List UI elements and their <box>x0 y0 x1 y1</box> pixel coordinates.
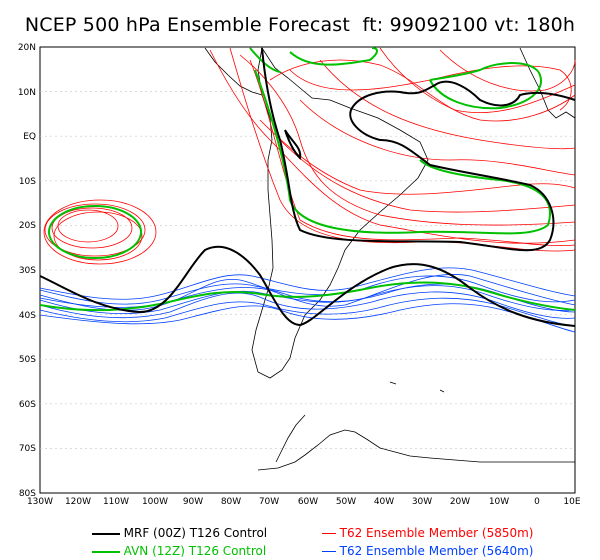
lat-label: 70S <box>19 444 36 454</box>
legend-avn: AVN (12Z) T126 Control <box>84 530 266 558</box>
legend-mrf: MRF (00Z) T126 Control <box>84 512 267 540</box>
lon-label: 30W <box>412 497 432 507</box>
legend-mrf-swatch <box>91 532 120 535</box>
red-contour <box>379 47 576 114</box>
lat-label: 50S <box>19 355 36 365</box>
red-cyclone-cell <box>43 199 157 265</box>
lon-label: 50W <box>336 497 356 507</box>
lat-label: 60S <box>19 400 36 410</box>
green-contour <box>429 62 542 110</box>
blue-contour <box>39 285 576 315</box>
latitude-labels: 20N 10N EQ 10S 20S 30S 40S 50S 60S 70S 8… <box>18 43 36 499</box>
lon-label: 60W <box>298 497 318 507</box>
legend-blue-swatch <box>321 551 336 552</box>
blue-contour <box>39 274 576 311</box>
lat-label: 80S <box>19 489 36 499</box>
green-avn-control <box>39 47 576 312</box>
red-contour <box>439 49 576 92</box>
peninsula-coast <box>275 414 306 463</box>
lon-label: 10E <box>563 497 580 507</box>
lat-label: 40S <box>19 311 36 321</box>
grid-lines <box>40 91 575 449</box>
legend-red-swatch <box>321 533 336 534</box>
black-mrf-control <box>39 47 576 327</box>
lon-label: 80W <box>221 497 241 507</box>
red-cyclone-cell <box>53 211 143 261</box>
lat-label: 20N <box>18 43 36 53</box>
legend-avn-swatch <box>91 550 120 553</box>
legend-red-label: T62 Ensemble Member (5850m) <box>339 526 534 540</box>
south-america-coast <box>251 46 429 379</box>
red-contour <box>319 59 576 150</box>
black-contour <box>261 47 576 252</box>
lat-label: 10N <box>18 88 36 98</box>
red-contour <box>259 119 576 195</box>
islands-coast <box>389 381 445 393</box>
lon-label: 20W <box>450 497 470 507</box>
legend-red-member: T62 Ensemble Member (5850m) <box>314 512 533 540</box>
green-contour <box>289 47 378 66</box>
central-america-coast <box>204 47 263 96</box>
blue-contour <box>39 291 576 319</box>
figure-title: NCEP 500 hPa Ensemble Forecast ft: 99092… <box>24 14 576 36</box>
red-contour <box>249 59 576 247</box>
lon-label: 120W <box>65 497 91 507</box>
antarctica-coast <box>257 429 575 471</box>
red-contour <box>209 49 576 244</box>
green-contour <box>39 281 576 312</box>
green-cyclone-cell <box>48 205 142 259</box>
red-contour <box>279 139 576 213</box>
black-contour <box>284 129 302 161</box>
lat-label: EQ <box>23 132 36 142</box>
lat-label: 10S <box>19 177 36 187</box>
lon-label: 10W <box>489 497 509 507</box>
legend-blue-label: T62 Ensemble Member (5640m) <box>339 544 534 558</box>
lon-label: 70W <box>259 497 279 507</box>
blue-contour <box>39 275 576 305</box>
red-contour <box>299 99 576 176</box>
lon-label: 90W <box>183 497 203 507</box>
longitude-labels: 130W 120W 110W 100W 90W 80W 70W 60W 50W … <box>27 497 581 507</box>
lat-label: 20S <box>19 221 36 231</box>
legend-blue-member: T62 Ensemble Member (5640m) <box>314 530 533 558</box>
red-cyclone-cell <box>51 207 133 249</box>
black-contour <box>39 245 576 327</box>
lat-label: 30S <box>19 266 36 276</box>
red-cyclone-cell <box>44 203 146 257</box>
lon-label: 40W <box>374 497 394 507</box>
lon-label: 130W <box>27 497 53 507</box>
lon-label: 110W <box>103 497 129 507</box>
legend-mrf-label: MRF (00Z) T126 Control <box>123 526 268 540</box>
red-contour <box>239 54 576 226</box>
legend-avn-label: AVN (12Z) T126 Control <box>123 544 267 558</box>
lon-label: 100W <box>142 497 168 507</box>
green-contour <box>254 69 551 235</box>
green-contour <box>249 47 281 73</box>
blue-contour <box>39 267 576 300</box>
lon-label: 0 <box>534 497 540 507</box>
